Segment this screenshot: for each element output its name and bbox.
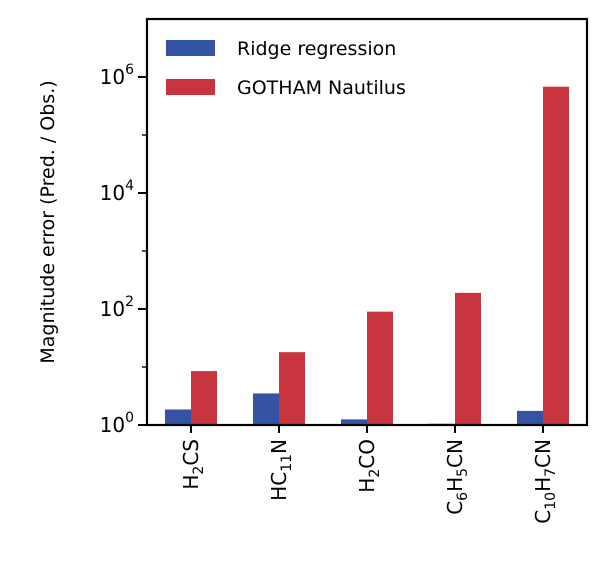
bar-ridge-1 (253, 393, 279, 425)
bar-gotham-2 (367, 311, 393, 425)
plot-frame (145, 17, 589, 427)
x-tick-label: C6H5CN (443, 439, 471, 515)
legend-swatch-0 (166, 40, 215, 56)
x-tick-label: H2CS (179, 439, 207, 490)
y-tick-label: 100 (100, 410, 134, 437)
y-tick-label: 104 (100, 178, 134, 205)
bar-gotham-1 (279, 352, 305, 425)
x-tick-label: HC11N (267, 439, 295, 501)
plot-area (165, 86, 569, 426)
legend-label-1: GOTHAM Nautilus (237, 77, 406, 99)
bar-gotham-4 (543, 86, 569, 426)
bar-gotham-3 (455, 292, 481, 425)
legend-swatch-1 (166, 79, 215, 95)
legend: Ridge regression GOTHAM Nautilus (166, 38, 406, 99)
bar-ridge-4 (517, 410, 543, 425)
x-axis: H2CS HC11N H2CO C6H5CN C10H7CN (179, 425, 559, 524)
y-axis: 100 102 104 106 (100, 62, 147, 437)
y-tick-label: 106 (100, 62, 134, 89)
y-tick-label: 102 (100, 294, 134, 321)
x-tick-label: H2CO (355, 439, 383, 493)
y-axis-label: Magnitude error (Pred. / Obs.) (37, 80, 59, 363)
bar-ridge-0 (165, 409, 191, 425)
bar-gotham-0 (191, 371, 217, 425)
bar-ridge-2 (341, 419, 367, 425)
legend-label-0: Ridge regression (237, 38, 396, 60)
x-tick-label: C10H7CN (531, 439, 559, 524)
